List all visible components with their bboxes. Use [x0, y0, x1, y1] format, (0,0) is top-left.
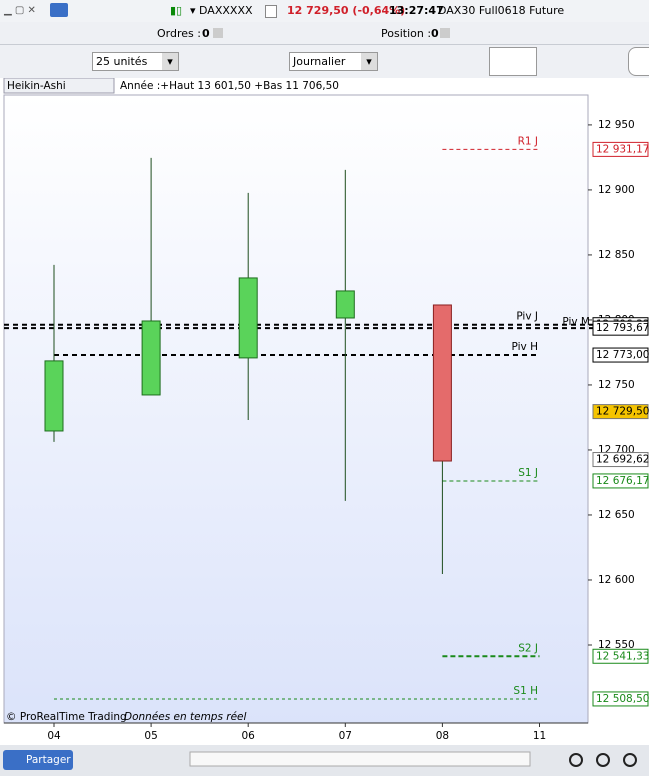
level-tag-label: 12 773,00 [596, 349, 649, 361]
y-tick-label: 12 650 [598, 509, 635, 521]
instrument-name: DAXXXXX [199, 4, 253, 17]
period-select[interactable]: Journalier ▾ [289, 52, 378, 71]
indicator-box [3, 78, 115, 94]
y-tick-label: 12 550 [598, 639, 635, 651]
price-tag-label: 12 729,50 [596, 406, 649, 418]
level-tag [592, 347, 649, 363]
share-label: Partager [26, 754, 71, 766]
y-tick-label: 12 600 [598, 574, 635, 586]
price-tag-label: 12 692,62 [596, 454, 649, 466]
level-tag [592, 141, 649, 157]
plot-area [3, 94, 589, 724]
quantity-select[interactable]: 25 unités ▾ [92, 52, 179, 71]
y-tick-label: 12 850 [598, 249, 635, 261]
level-tag-label: 12 931,17 [596, 143, 649, 155]
candle-body [335, 290, 355, 319]
x-tick-label: 11 [533, 730, 546, 742]
window-controls[interactable]: ▁ ▢ ✕ [4, 5, 36, 16]
x-tick-label: 05 [144, 730, 157, 742]
price: 12 729,50 (-0,64%) [287, 4, 406, 17]
instrument[interactable]: ▾ DAXXXXX [190, 4, 253, 17]
level-tag-label: 12 541,33 [596, 650, 649, 662]
y-tick-label: 12 950 [598, 119, 635, 131]
zoom-in[interactable] [623, 753, 637, 767]
x-tick-label: 07 [339, 730, 352, 742]
scrollbar[interactable] [189, 751, 531, 767]
note: Données en temps réel [124, 711, 247, 723]
controls-bar: 25 unités ▾ Journalier ▾ [0, 45, 649, 78]
level-name: Piv H [512, 341, 538, 353]
level-tag [592, 473, 649, 489]
indicator-name: Heikin-Ashi [7, 80, 66, 92]
copyright: © ProRealTime Trading [6, 711, 127, 723]
level-tag [592, 648, 649, 664]
orders-label: Ordres : [157, 27, 201, 40]
level-name: S1 J [518, 467, 538, 479]
position-label: Position : [381, 27, 432, 40]
time: 13:27:47 [389, 4, 444, 17]
chart-type-button[interactable] [489, 47, 537, 76]
position-value: 0 [431, 27, 439, 40]
level-name: S1 H [513, 685, 538, 697]
candle-body [141, 320, 161, 396]
level-name: R1 J [518, 135, 538, 147]
description: DAX30 Full0618 Future [438, 4, 565, 17]
keyboard-icon[interactable] [50, 3, 68, 17]
level-name: Piv M [562, 316, 590, 328]
orders-bar: Ordres : 0 Position : 0 [0, 22, 649, 45]
level-tag-label: 12 793,67 [596, 322, 649, 334]
level-name: S2 J [518, 642, 538, 654]
level-tag-label: 12 676,17 [596, 475, 649, 487]
candle-icon: ▮▯ [170, 4, 183, 17]
level-tag [592, 691, 649, 707]
y-tick-label: 12 900 [598, 184, 635, 196]
price-tag [592, 404, 649, 420]
price-tag [592, 452, 649, 468]
side-button[interactable] [628, 47, 649, 76]
x-tick-label: 06 [242, 730, 256, 742]
candle-body [238, 277, 258, 359]
indicator-info: Année :+Haut 13 601,50 +Bas 11 706,50 [120, 80, 339, 92]
quantity: 25 unités [96, 55, 148, 68]
close-icon[interactable] [213, 28, 223, 38]
orders-value: 0 [202, 27, 210, 40]
x-tick-label: 04 [47, 730, 61, 742]
zoom-fit[interactable] [569, 753, 583, 767]
chart: Heikin-Ashi Année :+Haut 13 601,50 +Bas … [0, 78, 649, 776]
level-tag-label: 12 508,50 [596, 693, 649, 705]
level-name: Piv J [516, 311, 538, 323]
candle-body [44, 360, 64, 432]
zoom-out[interactable] [596, 753, 610, 767]
share-button[interactable] [3, 750, 73, 770]
info-icon[interactable] [265, 5, 277, 18]
x-tick-label: 08 [436, 730, 449, 742]
title-bar: ▁ ▢ ✕ ▮▯ ▾ DAXXXXX 12 729,50 (-0,64%) 13… [0, 0, 649, 23]
y-tick-label: 12 750 [598, 379, 635, 391]
level-tag [592, 320, 649, 336]
period: Journalier [293, 55, 346, 68]
candle-body [432, 304, 452, 462]
close-icon[interactable] [440, 28, 450, 38]
